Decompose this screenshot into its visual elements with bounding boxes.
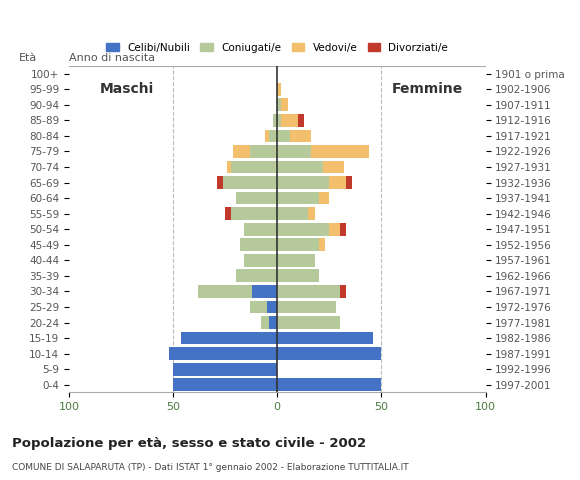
Text: Popolazione per età, sesso e stato civile - 2002: Popolazione per età, sesso e stato civil… [12, 437, 366, 450]
Bar [277, 347, 382, 360]
Bar [346, 176, 352, 189]
Bar [269, 130, 277, 142]
Bar [329, 223, 340, 236]
Bar [298, 114, 304, 127]
Bar [319, 239, 325, 251]
Text: Femmine: Femmine [392, 82, 463, 96]
Bar [264, 130, 269, 142]
Bar [231, 207, 277, 220]
Bar [225, 207, 231, 220]
Bar [277, 192, 319, 204]
Text: Anno di nascita: Anno di nascita [69, 53, 155, 63]
Bar [277, 83, 281, 96]
Bar [273, 114, 277, 127]
Bar [198, 285, 252, 298]
Bar [277, 130, 290, 142]
Bar [234, 145, 250, 158]
Bar [277, 332, 373, 345]
Bar [329, 176, 346, 189]
Bar [309, 207, 315, 220]
Bar [323, 161, 344, 173]
Text: Maschi: Maschi [100, 82, 154, 96]
Bar [290, 130, 310, 142]
Bar [277, 223, 329, 236]
Bar [250, 145, 277, 158]
Bar [217, 176, 223, 189]
Bar [235, 269, 277, 282]
Bar [231, 161, 277, 173]
Bar [260, 316, 269, 329]
Bar [269, 316, 277, 329]
Legend: Celibi/Nubili, Coniugati/e, Vedovi/e, Divorziati/e: Celibi/Nubili, Coniugati/e, Vedovi/e, Di… [102, 38, 452, 57]
Bar [227, 161, 231, 173]
Bar [277, 161, 323, 173]
Bar [340, 285, 346, 298]
Bar [252, 285, 277, 298]
Bar [277, 98, 281, 111]
Bar [223, 176, 277, 189]
Bar [169, 347, 277, 360]
Bar [250, 300, 267, 313]
Bar [277, 378, 382, 391]
Bar [277, 300, 336, 313]
Bar [244, 254, 277, 267]
Bar [277, 176, 329, 189]
Bar [277, 269, 319, 282]
Text: COMUNE DI SALAPARUTA (TP) - Dati ISTAT 1° gennaio 2002 - Elaborazione TUTTITALIA: COMUNE DI SALAPARUTA (TP) - Dati ISTAT 1… [12, 463, 408, 472]
Bar [173, 378, 277, 391]
Bar [277, 285, 340, 298]
Bar [244, 223, 277, 236]
Bar [235, 192, 277, 204]
Bar [277, 254, 315, 267]
Text: Età: Età [19, 53, 37, 63]
Bar [277, 145, 310, 158]
Bar [267, 300, 277, 313]
Bar [277, 207, 309, 220]
Bar [277, 114, 281, 127]
Bar [277, 239, 319, 251]
Bar [319, 192, 329, 204]
Bar [182, 332, 277, 345]
Bar [281, 114, 298, 127]
Bar [281, 98, 288, 111]
Bar [310, 145, 369, 158]
Bar [173, 363, 277, 375]
Bar [240, 239, 277, 251]
Bar [277, 316, 340, 329]
Bar [340, 223, 346, 236]
